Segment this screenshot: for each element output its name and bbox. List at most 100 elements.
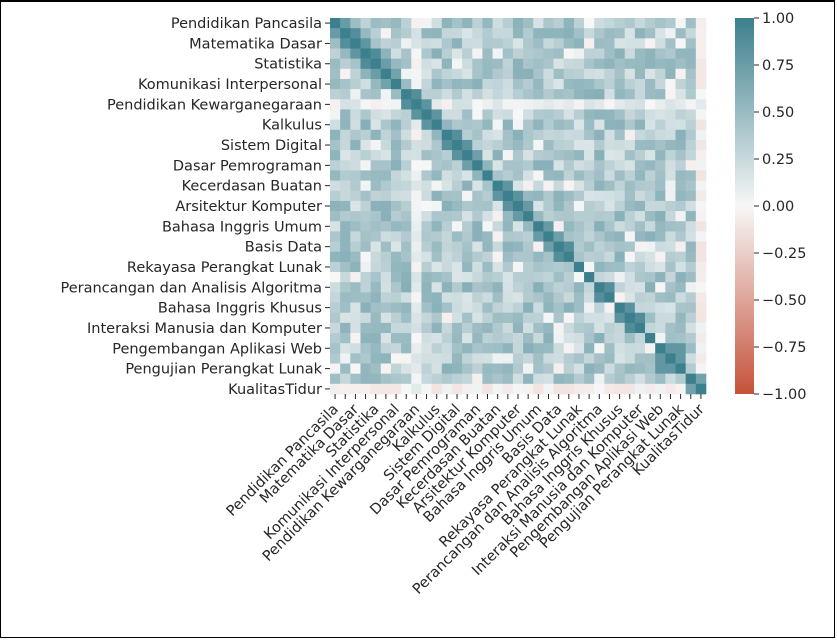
- heatmap-cell: [451, 251, 463, 263]
- heatmap-cell: [695, 292, 707, 303]
- heatmap-cell: [523, 353, 534, 364]
- heatmap-cell: [543, 58, 554, 70]
- heatmap-cell: [675, 211, 686, 222]
- heatmap-cell: [350, 292, 361, 303]
- heatmap-cell: [451, 302, 463, 314]
- heatmap-cell: [685, 261, 697, 273]
- heatmap-cell: [523, 373, 534, 385]
- heatmap-cell: [634, 231, 646, 242]
- heatmap-cell: [512, 28, 524, 39]
- heatmap-cell: [411, 150, 422, 161]
- heatmap-cell: [533, 129, 544, 141]
- heatmap-cell: [370, 231, 382, 242]
- heatmap-cell: [604, 302, 615, 314]
- heatmap-cell: [360, 353, 371, 364]
- heatmap-cell: [604, 343, 615, 354]
- heatmap-cell: [665, 363, 676, 374]
- heatmap-cell: [645, 272, 656, 283]
- heatmap-cell: [360, 383, 371, 395]
- heatmap-cell: [502, 241, 514, 253]
- heatmap-cell: [655, 28, 666, 39]
- heatmap-cell: [441, 200, 453, 212]
- heatmap-cell: [411, 99, 422, 110]
- heatmap-cell: [563, 139, 575, 151]
- heatmap-cell: [390, 150, 402, 161]
- heatmap-cell: [390, 322, 402, 334]
- heatmap-cell: [685, 292, 697, 303]
- heatmap-cell: [624, 170, 636, 181]
- heatmap-cell: [492, 373, 504, 385]
- heatmap-cell: [523, 160, 534, 171]
- heatmap-cell: [401, 261, 412, 273]
- heatmap-cell: [502, 150, 514, 161]
- heatmap-cell: [431, 343, 443, 354]
- heatmap-cell: [441, 139, 453, 151]
- heatmap-cell: [665, 353, 676, 364]
- heatmap-cell: [634, 150, 646, 161]
- heatmap-cell: [360, 170, 371, 181]
- heatmap-cell: [523, 221, 534, 232]
- heatmap-cell: [645, 58, 656, 70]
- heatmap-cell: [594, 139, 605, 151]
- heatmap-cell: [543, 180, 554, 192]
- heatmap-cell: [502, 312, 514, 324]
- heatmap-cell: [401, 251, 412, 263]
- heatmap-cell: [685, 48, 697, 59]
- heatmap-cell: [573, 68, 585, 80]
- heatmap-cell: [655, 18, 666, 29]
- heatmap-cell: [482, 89, 493, 100]
- heatmap-cell: [360, 261, 371, 273]
- heatmap-cell: [512, 322, 524, 334]
- heatmap-cell: [421, 170, 432, 181]
- heatmap-cell: [523, 333, 534, 344]
- heatmap-cell: [563, 129, 575, 141]
- heatmap-cell: [441, 99, 453, 110]
- heatmap-cell: [350, 48, 361, 59]
- heatmap-cell: [431, 160, 443, 171]
- heatmap-cell: [594, 99, 605, 110]
- heatmap-cell: [523, 150, 534, 161]
- heatmap-cell: [645, 109, 656, 120]
- heatmap-cell: [330, 109, 341, 120]
- heatmap-cell: [492, 302, 504, 314]
- heatmap-cell: [492, 363, 504, 374]
- heatmap-cell: [350, 109, 361, 120]
- y-tick-label: Matematika Dasar: [189, 36, 322, 52]
- heatmap-cell: [675, 200, 686, 212]
- heatmap-cell: [594, 211, 605, 222]
- heatmap-cell: [411, 292, 422, 303]
- heatmap-cell: [685, 190, 697, 202]
- heatmap-cell: [533, 211, 544, 222]
- heatmap-cell: [431, 353, 443, 364]
- heatmap-cell: [624, 231, 636, 242]
- heatmap-cell: [472, 292, 483, 303]
- heatmap-cell: [482, 211, 493, 222]
- heatmap-cell: [441, 353, 453, 364]
- heatmap-cell: [472, 373, 483, 385]
- heatmap-cell: [634, 383, 646, 395]
- heatmap-cell: [645, 28, 656, 39]
- heatmap-cell: [421, 180, 432, 192]
- heatmap-cell: [330, 160, 341, 171]
- heatmap-cell: [370, 312, 382, 324]
- heatmap-cell: [685, 322, 697, 334]
- heatmap-cell: [462, 221, 473, 232]
- heatmap-cell: [655, 129, 666, 141]
- heatmap-cell: [665, 333, 676, 344]
- heatmap-cell: [431, 363, 443, 374]
- heatmap-cell: [462, 302, 473, 314]
- heatmap-cell: [431, 200, 443, 212]
- heatmap-cell: [421, 231, 432, 242]
- heatmap-cell: [380, 89, 392, 100]
- heatmap-cell: [482, 343, 493, 354]
- heatmap-cell: [411, 89, 422, 100]
- heatmap-cell: [482, 251, 493, 263]
- heatmap-cell: [594, 353, 605, 364]
- heatmap-cell: [390, 282, 402, 293]
- heatmap-cell: [360, 129, 371, 141]
- heatmap-cell: [431, 38, 443, 49]
- heatmap-cell: [645, 221, 656, 232]
- heatmap-cell: [502, 68, 514, 80]
- heatmap-cell: [421, 251, 432, 263]
- heatmap-cell: [594, 221, 605, 232]
